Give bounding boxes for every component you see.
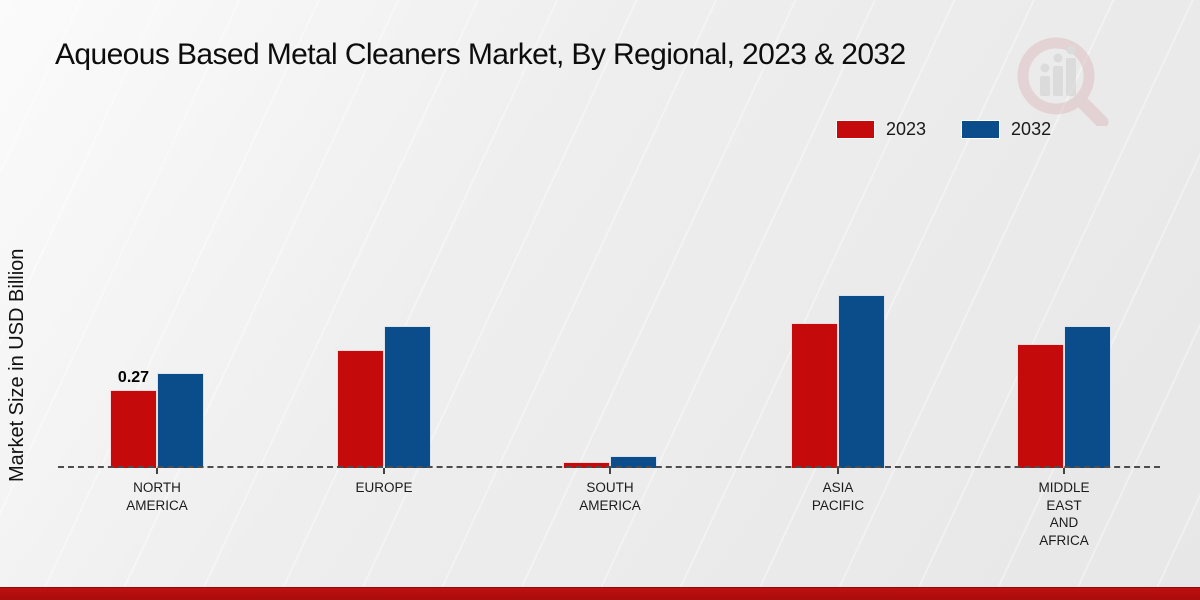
- legend-item-2032: 2032: [962, 119, 1051, 140]
- legend-swatch-2023: [837, 121, 874, 138]
- category-label: NORTH AMERICA: [126, 480, 188, 513]
- legend-label-2023: 2023: [886, 119, 927, 139]
- bar-2032-asia-pacific: [838, 295, 885, 468]
- category-label: EUROPE: [355, 480, 413, 495]
- bar-2023-north-america: [110, 390, 157, 468]
- legend-item-2023: 2023: [837, 119, 926, 140]
- legend-swatch-2032: [962, 121, 1000, 138]
- bar-2023-europe: [337, 350, 384, 468]
- x-axis-tick: [837, 468, 839, 474]
- category-label: ASIA PACIFIC: [811, 480, 865, 513]
- bar-2032-middle-east-and-africa: [1064, 326, 1111, 468]
- footer-accent-bar: [0, 587, 1200, 600]
- bar-2023-asia-pacific: [791, 323, 838, 468]
- bar-2032-north-america: [157, 373, 204, 468]
- x-axis-tick: [383, 468, 385, 474]
- bar-2032-south-america: [610, 456, 657, 468]
- bar-value-label: 0.27: [117, 369, 150, 386]
- magnifier-bar-chart-logo-icon: [1017, 37, 1109, 126]
- bar-2023-south-america: [563, 462, 610, 468]
- category-label: MIDDLE EAST AND AFRICA: [1038, 480, 1090, 548]
- x-axis-baseline: [58, 466, 1160, 468]
- bar-2023-middle-east-and-africa: [1017, 344, 1064, 468]
- category-label: SOUTH AMERICA: [579, 480, 641, 513]
- chart-title: Aqueous Based Metal Cleaners Market, By …: [55, 38, 906, 71]
- bar-2032-europe: [384, 326, 431, 468]
- legend-label-2032: 2032: [1011, 119, 1052, 139]
- x-axis-tick: [1063, 468, 1065, 474]
- x-axis-tick: [609, 468, 611, 474]
- legend: 2023 2032: [837, 119, 1051, 140]
- x-axis-tick: [156, 468, 158, 474]
